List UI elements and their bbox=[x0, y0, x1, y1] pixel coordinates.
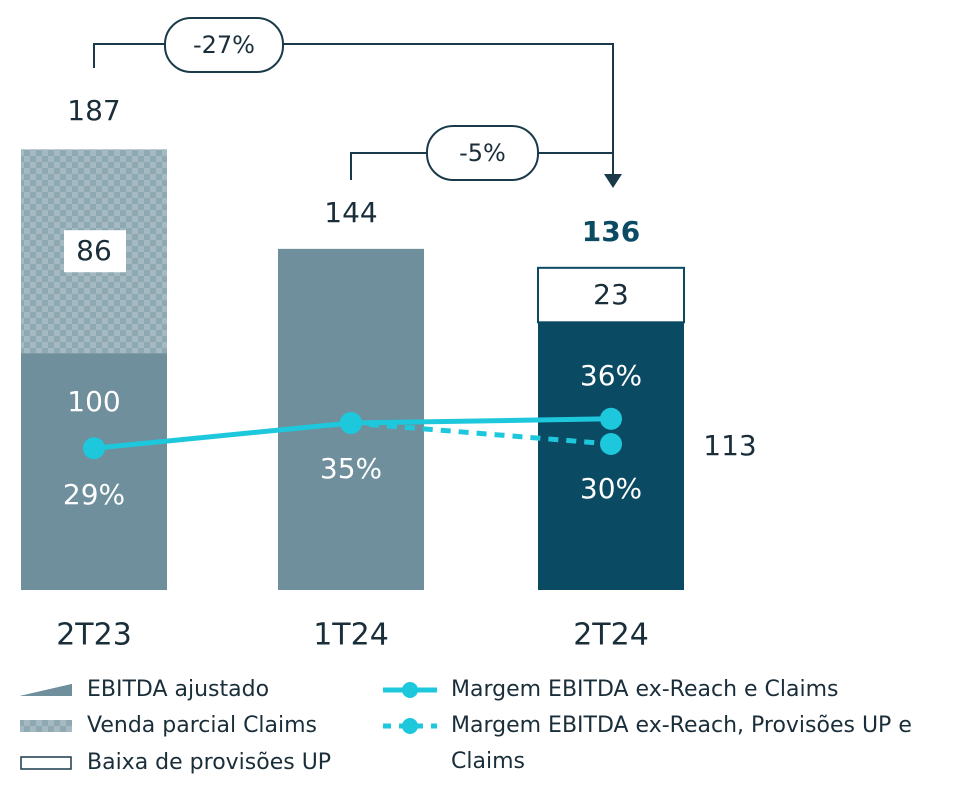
annotation-pill bbox=[426, 125, 539, 181]
bar-segment bbox=[21, 353, 167, 590]
legend-label: Venda parcial Claims bbox=[87, 713, 317, 738]
annotation: -5% bbox=[459, 139, 506, 167]
value-label: 113 bbox=[703, 429, 756, 462]
line-point bbox=[600, 433, 622, 455]
legend-label: EBITDA ajustado bbox=[87, 677, 269, 702]
arrow bbox=[604, 174, 622, 188]
legend-icon bbox=[402, 682, 418, 698]
legend-label: Margem EBITDA ex-Reach e Claims bbox=[451, 677, 839, 702]
value-label: 23 bbox=[593, 278, 629, 311]
line-point bbox=[600, 407, 622, 430]
x-tick-label: 2T24 bbox=[573, 618, 649, 653]
legend-label: Baixa de provisões UP bbox=[87, 750, 331, 775]
x-tick-label: 1T24 bbox=[313, 618, 389, 653]
legend-icon bbox=[20, 720, 72, 732]
line-point bbox=[83, 437, 105, 460]
total-label: 187 bbox=[67, 94, 120, 127]
annotation: -27% bbox=[193, 31, 255, 59]
legend-icon bbox=[20, 756, 72, 770]
label-box bbox=[64, 230, 126, 273]
line-point bbox=[340, 412, 362, 434]
value-label: 35% bbox=[320, 452, 382, 485]
bar-segment bbox=[537, 266, 685, 324]
value-label: 86 bbox=[76, 234, 112, 267]
legend-icon bbox=[402, 718, 418, 734]
annotation-pill bbox=[164, 17, 284, 73]
bar-segment bbox=[538, 322, 684, 590]
legend-label: Margem EBITDA ex-Reach, Provisões UP e Cl… bbox=[451, 713, 912, 774]
x-tick-label: 2T23 bbox=[56, 618, 132, 653]
value-label: 100 bbox=[67, 385, 120, 418]
value-label: 29% bbox=[63, 478, 125, 511]
line bbox=[350, 420, 612, 447]
total-label: 136 bbox=[582, 215, 640, 248]
total-label: 144 bbox=[324, 196, 377, 229]
legend-icon bbox=[20, 684, 72, 696]
bracket bbox=[93, 43, 614, 176]
value-label: 36% bbox=[580, 359, 642, 392]
value-label: 30% bbox=[580, 472, 642, 505]
